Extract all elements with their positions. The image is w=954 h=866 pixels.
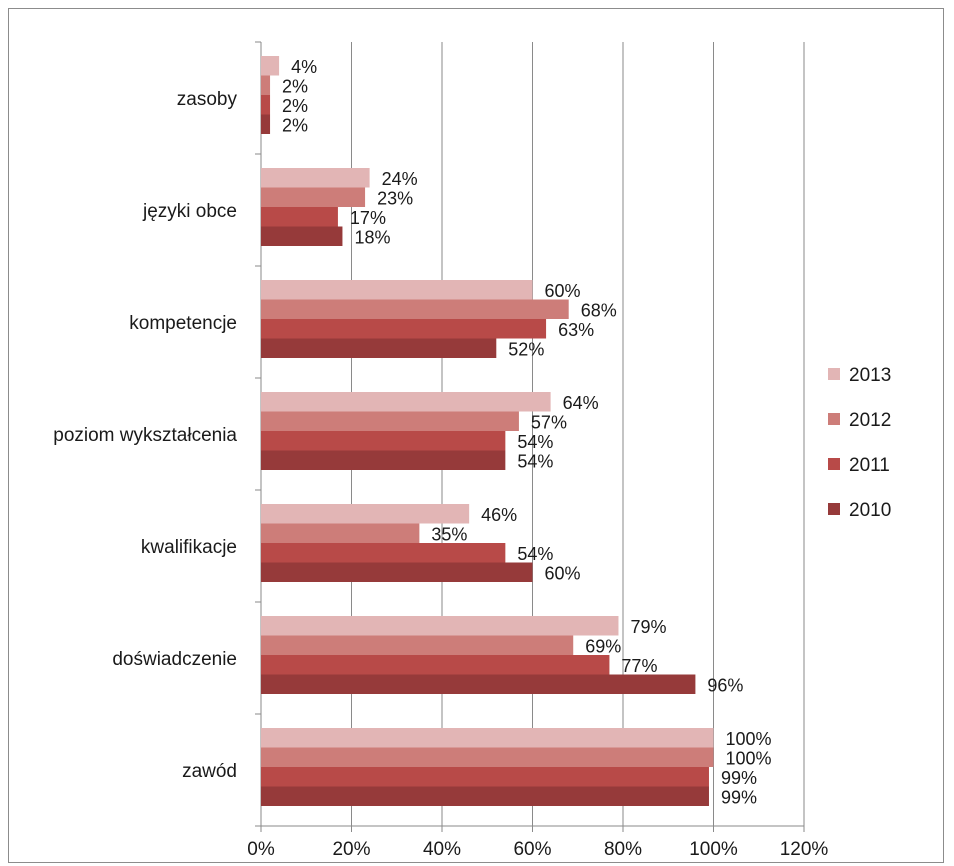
bar	[261, 786, 709, 806]
x-tick-label: 60%	[513, 839, 551, 860]
bar	[261, 319, 547, 339]
bar	[261, 543, 506, 563]
category-label: języki obce	[142, 201, 237, 222]
category-label: zawód	[182, 761, 237, 782]
bar	[261, 207, 338, 227]
x-tick-label: 0%	[247, 839, 275, 860]
bar	[261, 504, 470, 524]
bar	[261, 299, 569, 319]
data-label: 79%	[630, 617, 666, 637]
data-label: 68%	[581, 300, 617, 320]
data-label: 4%	[291, 57, 317, 77]
legend-label: 2011	[849, 455, 890, 476]
data-label: 69%	[585, 636, 621, 656]
data-label: 60%	[545, 563, 581, 583]
data-label: 46%	[481, 505, 517, 525]
data-label: 24%	[382, 169, 418, 189]
bar	[261, 767, 709, 787]
data-label: 2%	[282, 96, 308, 116]
data-label: 52%	[508, 339, 544, 359]
data-label: 54%	[517, 432, 553, 452]
bar	[261, 523, 420, 543]
data-label: 17%	[350, 208, 386, 228]
bar	[261, 655, 610, 675]
data-label: 2%	[282, 76, 308, 96]
x-tick-label: 120%	[780, 839, 829, 860]
bar	[261, 95, 271, 115]
bar	[261, 635, 574, 655]
legend-swatch	[828, 458, 840, 470]
data-label: 99%	[721, 787, 757, 807]
x-tick-label: 40%	[423, 839, 461, 860]
bar	[261, 747, 714, 767]
category-label: doświadczenie	[112, 649, 237, 670]
bar	[261, 450, 506, 470]
bar	[261, 431, 506, 451]
legend-swatch	[828, 413, 840, 425]
bar	[261, 728, 714, 748]
x-tick-label: 80%	[604, 839, 642, 860]
bar	[261, 674, 696, 694]
x-tick-label: 20%	[332, 839, 370, 860]
data-label: 99%	[721, 768, 757, 788]
category-label: kompetencje	[129, 313, 237, 334]
bar	[261, 562, 533, 582]
data-label: 18%	[354, 227, 390, 247]
bar	[261, 338, 497, 358]
bar	[261, 114, 271, 134]
data-label: 77%	[621, 656, 657, 676]
bar	[261, 411, 519, 431]
data-label: 2%	[282, 115, 308, 135]
category-label: zasoby	[177, 89, 238, 110]
category-label: kwalifikacje	[141, 537, 237, 558]
bar	[261, 187, 366, 207]
legend-swatch	[828, 368, 840, 380]
data-label: 64%	[563, 393, 599, 413]
legend-swatch	[828, 503, 840, 515]
bar	[261, 280, 533, 300]
data-label: 57%	[531, 412, 567, 432]
data-label: 54%	[517, 451, 553, 471]
data-label: 54%	[517, 544, 553, 564]
bar	[261, 168, 370, 188]
data-label: 100%	[726, 729, 772, 749]
data-label: 63%	[558, 320, 594, 340]
x-tick-label: 100%	[689, 839, 738, 860]
bar	[261, 56, 280, 76]
data-label: 60%	[545, 281, 581, 301]
data-label: 96%	[707, 675, 743, 695]
data-label: 23%	[377, 188, 413, 208]
data-label: 100%	[726, 748, 772, 768]
legend-label: 2013	[849, 365, 891, 386]
bar	[261, 392, 551, 412]
legend-label: 2012	[849, 410, 891, 431]
bar	[261, 616, 619, 636]
category-label: poziom wykształcenia	[53, 425, 237, 446]
bar	[261, 226, 343, 246]
legend-label: 2010	[849, 500, 891, 521]
bar	[261, 75, 271, 95]
data-label: 35%	[431, 524, 467, 544]
